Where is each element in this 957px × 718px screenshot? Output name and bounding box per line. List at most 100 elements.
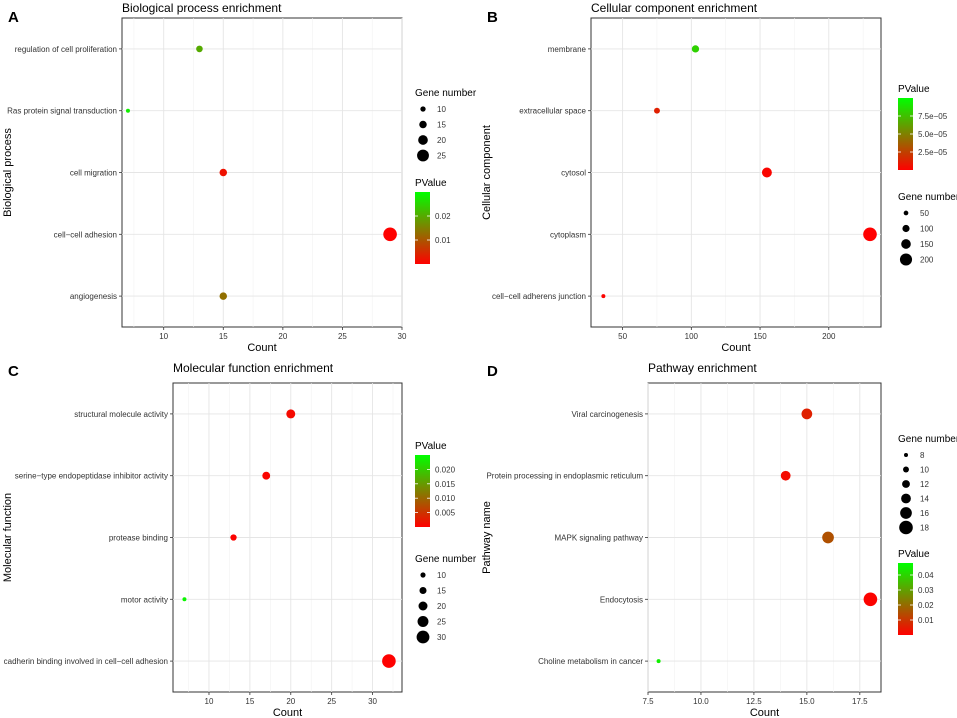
color-legend-label: 0.02 (435, 212, 451, 221)
category-label: structural molecule activity (74, 410, 168, 419)
category-label: regulation of cell proliferation (15, 45, 117, 54)
size-legend-dot (418, 135, 428, 145)
x-tick-label: 20 (278, 332, 287, 341)
size-legend-label: 18 (920, 524, 929, 533)
data-point (691, 45, 700, 53)
category-label: Choline metabolism in cancer (538, 657, 643, 666)
data-point (863, 227, 877, 242)
color-legend-bar (898, 98, 913, 170)
data-point (125, 108, 130, 113)
size-legend-label: 150 (920, 240, 934, 249)
size-legend-label: 16 (920, 509, 929, 518)
panel-letter: D (487, 363, 498, 380)
color-legend-title: PValue (415, 441, 447, 452)
category-label: cell−cell adhesion (54, 230, 117, 239)
x-tick-label: 15 (245, 697, 254, 706)
data-point (219, 168, 228, 177)
data-point (230, 534, 237, 541)
x-tick-label: 15.0 (799, 697, 815, 706)
category-label: motor activity (121, 595, 168, 604)
size-legend-dot (902, 224, 910, 233)
size-legend-label: 12 (920, 480, 929, 489)
color-legend-label: 0.03 (918, 586, 934, 595)
data-point (863, 592, 878, 607)
color-legend-label: 0.015 (435, 480, 456, 489)
size-legend-label: 100 (920, 225, 934, 234)
x-axis-label: Count (273, 707, 302, 718)
x-tick-label: 10.0 (693, 697, 709, 706)
color-legend-label: 0.01 (918, 616, 934, 625)
x-tick-label: 17.5 (852, 697, 868, 706)
size-legend-label: 25 (437, 618, 446, 627)
size-legend-label: 15 (437, 587, 446, 596)
size-legend-label: 200 (920, 256, 934, 265)
color-legend-label: 0.04 (918, 571, 934, 580)
x-tick-label: 25 (327, 697, 336, 706)
x-axis-label: Count (721, 342, 750, 354)
size-legend-dot (901, 493, 911, 504)
category-label: cadherin binding involved in cell−cell a… (4, 657, 168, 666)
data-point (286, 409, 296, 419)
x-tick-label: 25 (338, 332, 347, 341)
data-point (801, 408, 813, 420)
size-legend-dot (899, 253, 913, 266)
category-label: extracellular space (519, 107, 586, 116)
x-tick-label: 30 (398, 332, 407, 341)
category-label: MAPK signaling pathway (555, 534, 644, 543)
color-legend-label: 0.01 (435, 236, 451, 245)
size-legend-dot (417, 616, 429, 627)
size-legend-dot (904, 453, 908, 457)
data-point (822, 531, 834, 544)
size-legend-label: 10 (920, 466, 929, 475)
size-legend-label: 14 (920, 495, 929, 504)
size-legend-label: 30 (437, 633, 446, 642)
color-legend-label: 0.005 (435, 509, 456, 518)
category-label: protease binding (109, 534, 168, 543)
size-legend-dot (903, 466, 909, 473)
category-label: cell migration (70, 169, 117, 178)
panel-title: Molecular function enrichment (173, 361, 334, 375)
color-legend-label: 2.5e−05 (918, 148, 948, 157)
data-point (382, 654, 396, 668)
category-label: angiogenesis (70, 292, 117, 301)
x-tick-label: 20 (286, 697, 295, 706)
data-point (196, 45, 203, 53)
size-legend-dot (419, 586, 427, 595)
data-point (780, 470, 791, 481)
size-legend-title: Gene number (415, 554, 477, 565)
color-legend-bar (415, 192, 430, 264)
size-legend-dot (418, 601, 428, 611)
data-point (656, 659, 661, 664)
y-axis-label: Pathway name (481, 501, 493, 574)
x-tick-label: 15 (219, 332, 228, 341)
category-label: cytosol (561, 169, 586, 178)
x-tick-label: 100 (685, 332, 699, 341)
size-legend-dot (902, 480, 910, 488)
x-tick-label: 50 (618, 332, 627, 341)
size-legend-label: 20 (437, 602, 446, 611)
size-legend-title: Gene number (898, 434, 957, 445)
color-legend-label: 0.010 (435, 494, 456, 503)
x-tick-label: 10 (205, 697, 214, 706)
color-legend-bar (898, 563, 913, 635)
data-point (601, 294, 606, 299)
size-legend-label: 20 (437, 136, 446, 145)
color-legend-bar (415, 455, 430, 527)
size-legend-dot (903, 210, 909, 216)
panel-title: Pathway enrichment (648, 361, 757, 375)
x-tick-label: 150 (753, 332, 767, 341)
data-point (262, 471, 271, 480)
size-legend-label: 10 (437, 571, 446, 580)
x-axis-label: Count (247, 342, 276, 354)
data-point (654, 107, 660, 114)
size-legend-title: Gene number (415, 88, 477, 99)
color-legend-label: 7.5e−05 (918, 112, 948, 121)
data-point (182, 597, 187, 602)
size-legend-title: Gene number (898, 192, 957, 203)
panel-letter: A (8, 9, 19, 26)
size-legend-label: 15 (437, 121, 446, 130)
category-label: serine−type endopeptidase inhibitor acti… (15, 472, 168, 481)
category-label: membrane (548, 45, 587, 54)
size-legend-dot (420, 106, 426, 112)
